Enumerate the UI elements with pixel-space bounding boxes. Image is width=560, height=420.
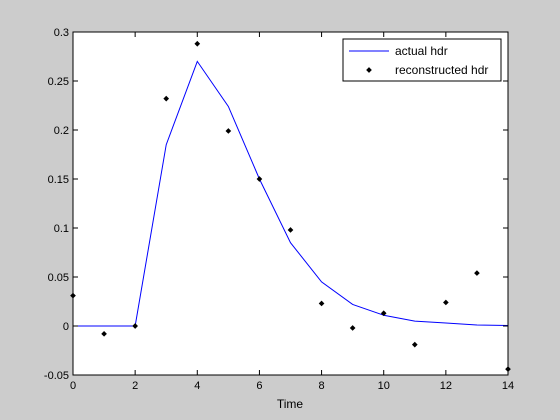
- data-point-reconstructed-hdr: [411, 341, 418, 348]
- x-tick-label: 4: [194, 380, 200, 392]
- data-point-reconstructed-hdr: [474, 270, 480, 276]
- y-tick-label: 0.15: [48, 174, 69, 186]
- axes-background: [73, 32, 508, 375]
- y-tick-label: 0.25: [48, 76, 69, 88]
- x-axis: 0 2 4 6 8 10 12 14: [70, 32, 514, 392]
- y-tick-label: 0.3: [54, 27, 69, 39]
- data-point-reconstructed-hdr: [101, 331, 107, 337]
- x-tick-label: 0: [70, 380, 76, 392]
- legend-label-reconstructed-hdr: reconstructed hdr: [395, 63, 488, 77]
- data-point-reconstructed-hdr: [163, 95, 170, 102]
- legend-box: [342, 38, 502, 82]
- x-axis-title: Time: [277, 397, 304, 411]
- data-point-reconstructed-hdr: [287, 227, 294, 233]
- data-point-reconstructed-hdr: [256, 176, 263, 182]
- legend-label-actual-hdr: actual hdr: [395, 44, 448, 58]
- y-tick-label: 0: [63, 321, 69, 333]
- data-point-reconstructed-hdr: [349, 325, 356, 331]
- x-tick-label: 6: [256, 380, 262, 392]
- y-tick-label: 0.1: [54, 223, 69, 235]
- y-tick-label: -0.05: [44, 370, 69, 382]
- x-tick-label: 12: [440, 380, 452, 392]
- series-line-actual-hdr: [73, 60, 509, 327]
- data-point-reconstructed-hdr: [380, 310, 387, 317]
- y-tick-label: 0.2: [54, 125, 69, 137]
- y-tick-label: 0.05: [48, 272, 69, 284]
- x-tick-label: 2: [132, 380, 138, 392]
- legend-swatch-reconstructed-hdr: [366, 67, 372, 73]
- data-point-reconstructed-hdr: [443, 299, 449, 306]
- data-point-reconstructed-hdr: [132, 323, 138, 329]
- data-point-reconstructed-hdr: [318, 300, 325, 307]
- x-tick-label: 10: [378, 380, 390, 392]
- x-tick-label: 14: [502, 380, 514, 392]
- data-point-reconstructed-hdr: [225, 128, 232, 134]
- x-tick-label: 8: [319, 380, 325, 392]
- axes-frame: [72, 31, 509, 376]
- legend: actual hdr reconstructed hdr: [342, 38, 502, 82]
